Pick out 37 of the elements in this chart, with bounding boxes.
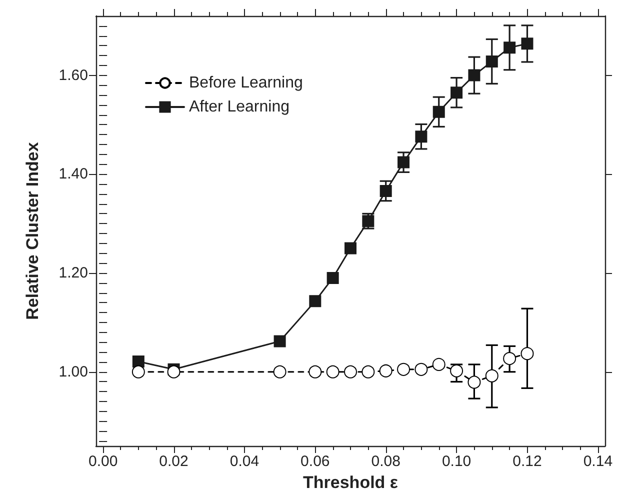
- x-axis-title: Threshold ε: [303, 473, 398, 492]
- y-tick-label: 1.20: [58, 264, 88, 282]
- x-tick-label: 0.06: [300, 453, 330, 470]
- point: [504, 42, 516, 54]
- point: [415, 130, 428, 143]
- point: [450, 86, 463, 99]
- point: [344, 242, 356, 254]
- legend-label: Before Learning: [189, 74, 303, 92]
- point: [380, 184, 392, 197]
- y-tick-label: 1.00: [58, 363, 88, 380]
- point: [167, 365, 180, 378]
- point: [398, 156, 410, 168]
- point: [520, 347, 534, 360]
- x-tick-label: 0.04: [230, 453, 260, 470]
- point: [274, 335, 286, 348]
- y-tick-label: 1.40: [58, 166, 88, 183]
- point: [468, 376, 481, 389]
- x-tick-label: 0.02: [159, 453, 188, 470]
- point: [432, 106, 445, 118]
- y-tick-label: 1.60: [58, 66, 88, 84]
- x-tick-label: 0.14: [583, 453, 613, 470]
- point: [468, 69, 480, 82]
- point: [450, 364, 464, 378]
- point: [521, 38, 534, 50]
- x-tick-label: 0.08: [371, 453, 400, 470]
- y-axis-title: Relative Cluster Index: [23, 142, 42, 320]
- legend-label: After Learning: [189, 98, 290, 116]
- x-tick-label: 0.00: [88, 453, 118, 470]
- x-tick-label: 0.12: [512, 453, 542, 470]
- point: [362, 215, 374, 228]
- x-tick-label: 0.10: [442, 453, 472, 470]
- point: [486, 55, 498, 68]
- point: [309, 295, 322, 308]
- point: [503, 352, 516, 366]
- point: [326, 272, 339, 284]
- point: [485, 369, 498, 382]
- point: [132, 355, 144, 368]
